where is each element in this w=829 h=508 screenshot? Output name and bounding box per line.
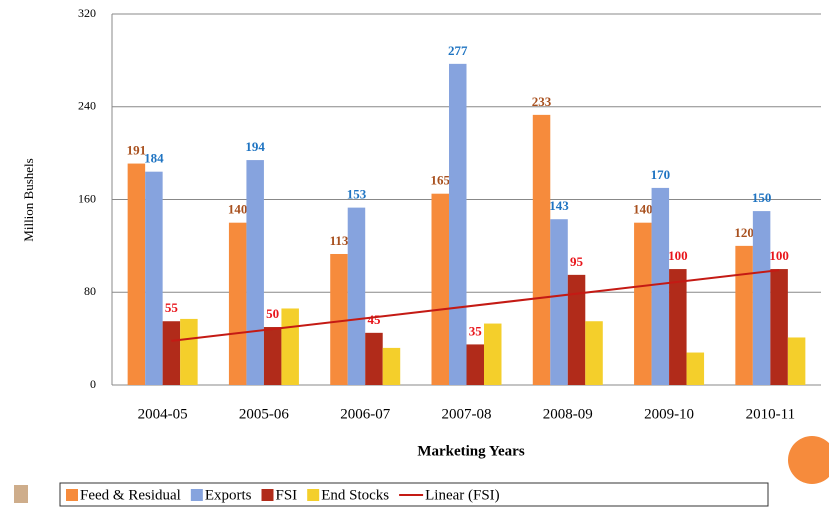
bar <box>652 188 670 385</box>
y-axis-title: Million Bushels <box>21 158 36 241</box>
value-label: 150 <box>752 190 772 205</box>
page: Million Bushels Marketing Years 0 80 160 24… <box>0 0 829 508</box>
x-tick-label: 2004-05 <box>138 406 188 422</box>
value-label: 50 <box>266 306 279 321</box>
bar <box>383 348 401 385</box>
bar <box>128 164 145 385</box>
x-tick-label: 2010-11 <box>746 406 795 422</box>
value-label: 113 <box>330 233 349 248</box>
value-label: 153 <box>347 187 367 202</box>
y-tick-label: 160 <box>78 191 96 205</box>
x-tick-label: 2006-07 <box>340 406 390 422</box>
legend-label: End Stocks <box>321 487 389 503</box>
value-label: 184 <box>144 151 164 166</box>
bar <box>788 337 806 385</box>
value-label: 165 <box>431 173 451 188</box>
bar <box>634 223 652 385</box>
bar <box>467 344 485 385</box>
value-label: 277 <box>448 43 468 58</box>
x-tick-label: 2008-09 <box>543 406 593 422</box>
bar <box>770 269 788 385</box>
bar <box>145 172 163 385</box>
bar <box>163 321 181 385</box>
value-label: 143 <box>549 198 569 213</box>
bar <box>753 211 771 385</box>
value-label: 170 <box>651 167 671 182</box>
value-label: 233 <box>532 94 552 109</box>
bar <box>550 219 568 385</box>
bar <box>533 115 551 385</box>
legend-label: Exports <box>205 487 252 503</box>
value-label: 100 <box>769 248 789 263</box>
bar <box>687 353 705 385</box>
bar <box>264 327 282 385</box>
value-label: 35 <box>469 323 483 338</box>
value-label: 45 <box>367 312 381 327</box>
legend-swatch <box>307 489 319 501</box>
bar <box>735 246 753 385</box>
bar <box>669 269 687 385</box>
value-label: 95 <box>570 254 584 269</box>
bar <box>246 160 264 385</box>
decoration-icon <box>14 485 28 503</box>
bar <box>568 275 586 385</box>
bar <box>330 254 348 385</box>
value-label: 100 <box>668 248 688 263</box>
y-tick-label: 80 <box>84 284 96 298</box>
legend-label: FSI <box>276 487 298 503</box>
legend-swatch <box>262 489 274 501</box>
legend-swatch <box>191 489 203 501</box>
value-label: 55 <box>165 300 179 315</box>
x-tick-label: 2007-08 <box>442 406 492 422</box>
x-axis-title: Marketing Years <box>417 443 524 459</box>
value-label: 120 <box>734 225 754 240</box>
bar <box>281 308 299 385</box>
value-label: 140 <box>228 202 248 217</box>
bar <box>229 223 247 385</box>
value-label: 194 <box>245 139 265 154</box>
bar <box>449 64 467 385</box>
bar <box>484 324 502 385</box>
legend-label: Feed & Residual <box>80 487 181 503</box>
y-tick-label: 240 <box>78 99 96 113</box>
x-tick-label: 2005-06 <box>239 406 289 422</box>
y-tick-label: 320 <box>78 6 96 20</box>
x-tick-label: 2009-10 <box>644 406 694 422</box>
chart: Million Bushels Marketing Years 0 80 160 24… <box>0 0 829 508</box>
bar <box>365 333 383 385</box>
y-tick-label: 0 <box>90 377 96 391</box>
bar <box>348 208 366 385</box>
value-label: 140 <box>633 202 653 217</box>
bar <box>180 319 198 385</box>
legend-swatch <box>66 489 78 501</box>
decoration-circle <box>788 436 829 484</box>
bar <box>585 321 603 385</box>
legend-label: Linear (FSI) <box>425 487 500 503</box>
bar <box>432 194 450 385</box>
